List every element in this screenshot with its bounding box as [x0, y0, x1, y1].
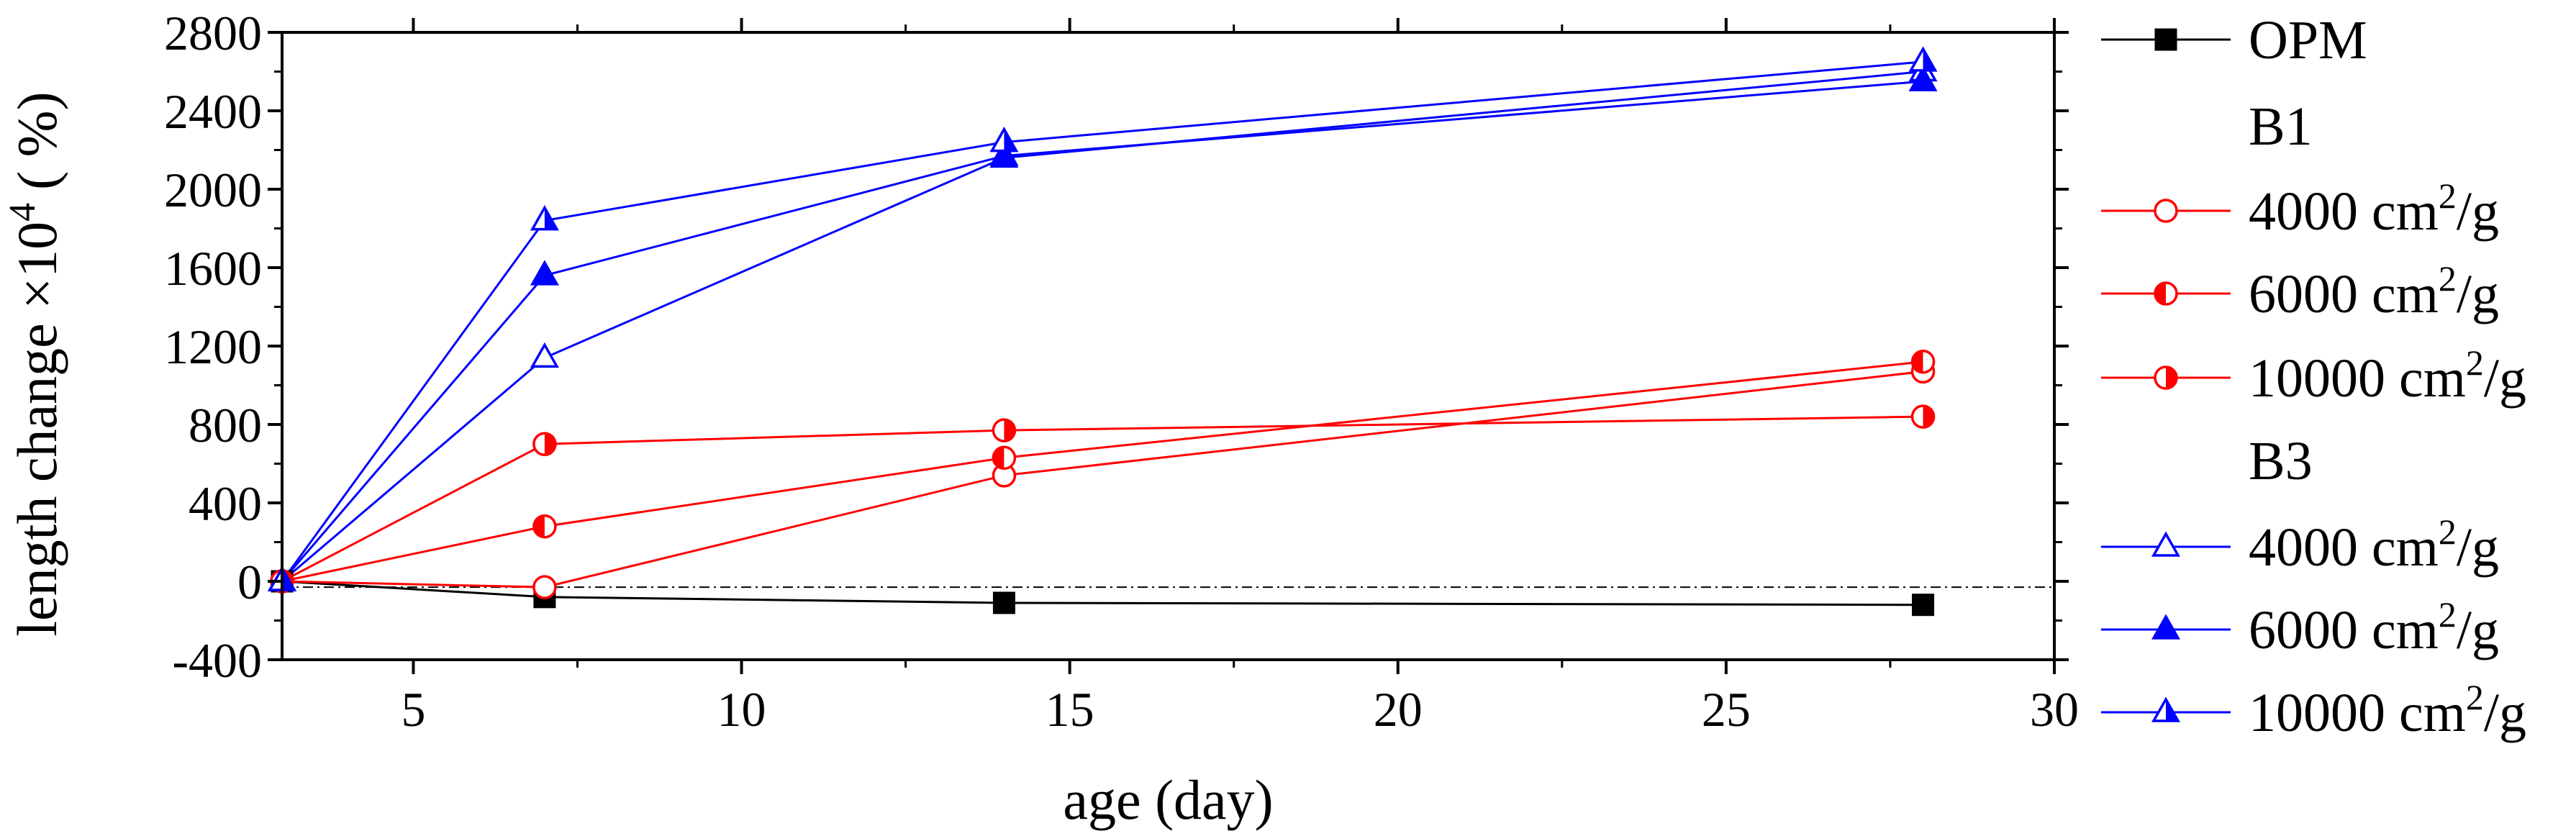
- legend-label-main: 10000 cm: [2249, 348, 2466, 409]
- axis-ticks: [268, 18, 2069, 674]
- legend-label-main: 6000 cm: [2249, 264, 2439, 324]
- plot-area: [267, 46, 2054, 617]
- legend-label-tail: /g: [2457, 517, 2499, 578]
- data-point-3-3: [1910, 404, 1936, 429]
- legend-label-main: 6000 cm: [2249, 600, 2439, 660]
- data-point-5-2: [989, 140, 1019, 166]
- legend-label-superscript: 2: [2439, 512, 2457, 552]
- legend-marker: [2154, 28, 2177, 51]
- y-tick-label: -400: [172, 633, 262, 688]
- legend-label: 4000 cm2/g: [2249, 176, 2499, 242]
- legend-entry-0: OPM: [2101, 10, 2367, 71]
- series-lines: [281, 60, 1923, 606]
- plot-frame: [281, 31, 2056, 661]
- legend-label: 10000 cm2/g: [2249, 677, 2526, 743]
- legend-label-tail: /g: [2457, 264, 2499, 324]
- y-axis-title-unit: ( %): [6, 91, 68, 189]
- legend-entry-6: 10000 cm2/g: [2101, 677, 2526, 743]
- x-tick-label: 5: [401, 682, 425, 737]
- legend-label-superscript: 2: [2439, 176, 2457, 216]
- legend-entry-4: 4000 cm2/g: [2101, 512, 2499, 578]
- tick-labels: 5 10 15 20 25 30 -400 0 400 800 1200 1600 2000 2400 28…: [164, 6, 2079, 737]
- y-tick-label: 0: [237, 555, 262, 609]
- legend-marker: [2151, 696, 2181, 722]
- series-line-1: [281, 370, 1923, 589]
- legend-group-b1: B1: [2249, 96, 2313, 157]
- x-tick-label: 10: [717, 682, 766, 737]
- data-point-5-1: [530, 260, 559, 286]
- data-point-3-1: [532, 432, 557, 456]
- data-point-5-3: [1908, 65, 1938, 91]
- series-line-0: [281, 580, 1923, 606]
- data-point-2-2: [992, 445, 1017, 471]
- legend-label-main: 4000 cm: [2249, 181, 2439, 242]
- data-point-3-2: [992, 418, 1017, 442]
- legend-label-tail: /g: [2457, 181, 2499, 242]
- legend-marker: [2151, 614, 2181, 640]
- data-point-0-3: [1912, 594, 1935, 617]
- legend-entry-5: 6000 cm2/g: [2101, 594, 2499, 660]
- legend-marker: [2154, 281, 2178, 306]
- y-tick-label: 2400: [164, 84, 262, 139]
- legend-entry-3: 10000 cm2/g: [2101, 342, 2526, 409]
- data-point-4-1: [530, 342, 559, 368]
- y-tick-label: 2000: [164, 163, 262, 217]
- x-tick-label: 30: [2030, 682, 2079, 737]
- legend-entry-2: 6000 cm2/g: [2101, 258, 2499, 324]
- series-line-3: [281, 415, 1923, 583]
- y-tick-label: 1200: [164, 319, 262, 374]
- series-line-2: [281, 360, 1923, 583]
- legend-label-superscript: 2: [2439, 258, 2457, 299]
- legend-label-tail: /g: [2484, 348, 2526, 409]
- y-tick-label: 2800: [164, 6, 262, 60]
- y-axis-title: length change ×104 ( %): [2, 91, 68, 636]
- x-tick-label: 25: [1702, 682, 1751, 737]
- series-line-4: [281, 71, 1923, 583]
- y-tick-label: 800: [189, 398, 262, 453]
- series-line-6: [281, 60, 1923, 582]
- legend-label-main: 10000 cm: [2249, 683, 2466, 743]
- y-axis-title-main: length change ×10: [6, 222, 68, 637]
- legend-group-b3: B3: [2249, 431, 2313, 491]
- legend-label-tail: /g: [2484, 683, 2526, 743]
- legend-label: 6000 cm2/g: [2249, 258, 2499, 324]
- legend-label-superscript: 2: [2466, 677, 2484, 717]
- legend-label-superscript: 2: [2439, 594, 2457, 635]
- y-axis-title-superscript: 4: [2, 203, 43, 222]
- data-point-6-3: [1908, 46, 1938, 72]
- data-point-0-2: [992, 591, 1015, 614]
- x-axis-title: age (day): [1063, 768, 1273, 831]
- legend-label: 4000 cm2/g: [2249, 512, 2499, 578]
- y-tick-label: 1600: [164, 241, 262, 296]
- data-point-6-2: [989, 127, 1019, 153]
- legend-label-main: 4000 cm: [2249, 517, 2439, 578]
- legend-marker: [2151, 531, 2181, 557]
- x-tick-label: 20: [1374, 682, 1423, 737]
- series-line-5: [281, 80, 1923, 582]
- legend-label: 10000 cm2/g: [2249, 342, 2526, 409]
- legend-label: OPM: [2249, 10, 2367, 71]
- data-point-2-3: [1910, 350, 1936, 374]
- legend-marker: [2154, 365, 2178, 390]
- legend-label-tail: /g: [2457, 600, 2499, 660]
- y-tick-label: 400: [189, 476, 262, 531]
- legend-marker: [2154, 199, 2178, 223]
- data-point-2-1: [532, 514, 557, 539]
- legend-label-superscript: 2: [2466, 342, 2484, 383]
- series-markers: [267, 46, 1938, 617]
- data-point-1-1: [532, 575, 557, 599]
- legend-label-main: OPM: [2249, 10, 2367, 71]
- legend-entry-1: 4000 cm2/g: [2101, 176, 2499, 242]
- data-point-6-1: [530, 205, 559, 231]
- x-tick-label: 15: [1046, 682, 1094, 737]
- legend-label: 6000 cm2/g: [2249, 594, 2499, 660]
